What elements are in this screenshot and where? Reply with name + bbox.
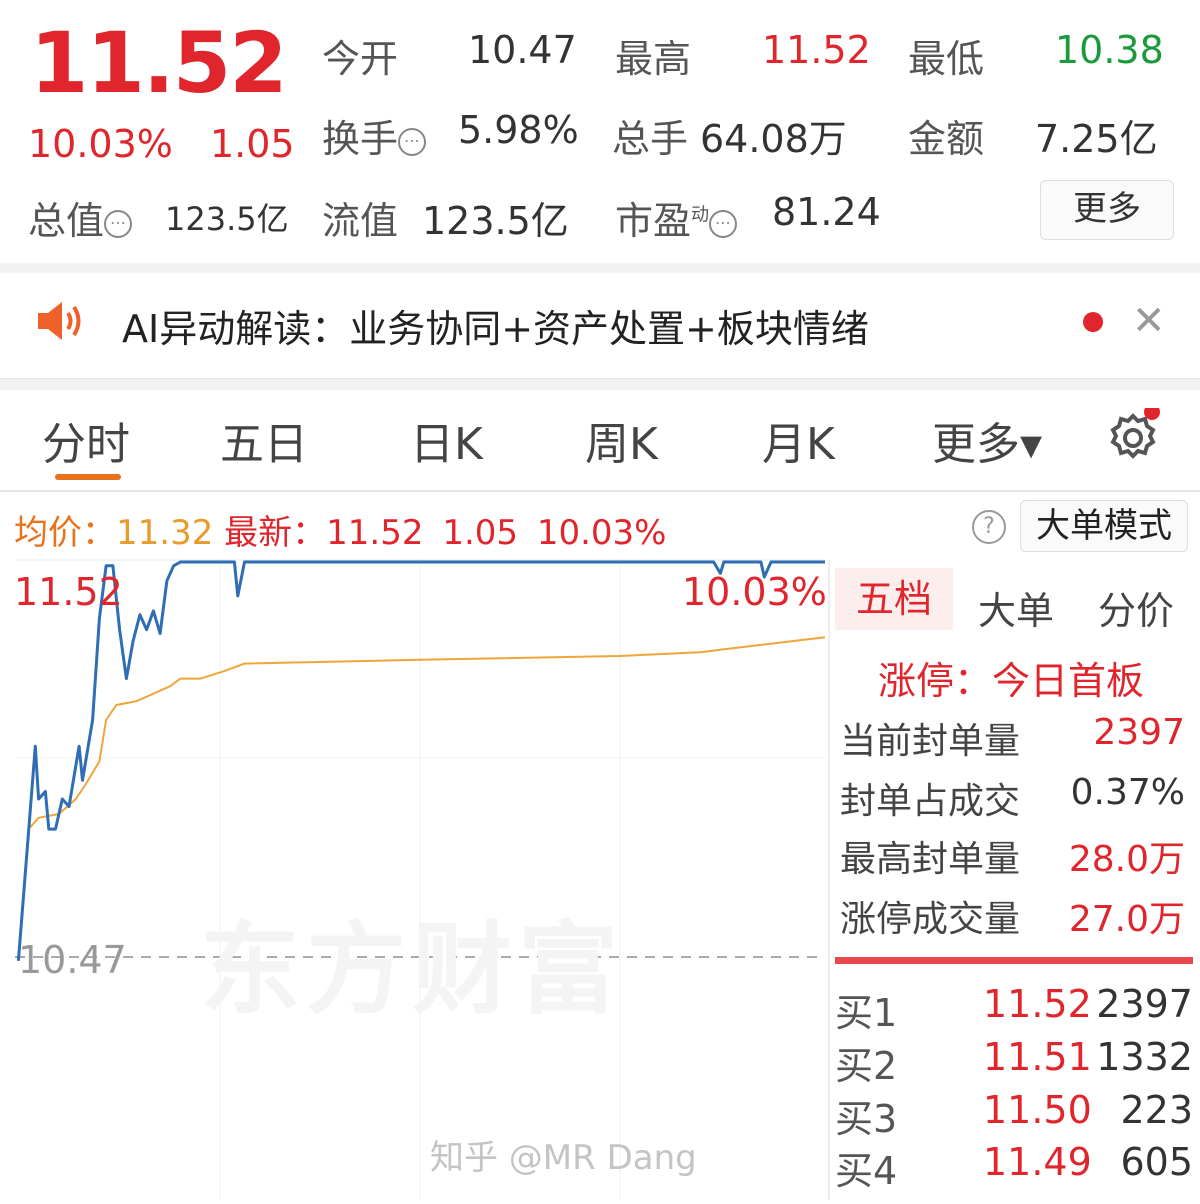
bid-qty: 1332 xyxy=(1096,1035,1193,1079)
big-order-mode-button[interactable]: 大单模式 xyxy=(1020,500,1188,552)
latest-change: 1.05 xyxy=(442,513,519,553)
mktcap-label-text: 总值 xyxy=(28,199,105,243)
chart-pct-label: 10.03% xyxy=(682,570,827,614)
avg-label: 均价： xyxy=(14,513,116,553)
tab-daily-k[interactable]: 日K xyxy=(410,419,483,470)
latest-value: 11.52 xyxy=(326,513,424,553)
high-label: 最高 xyxy=(615,37,692,81)
turnover-label: 换手 ⋯ xyxy=(322,108,427,163)
stat-row: 涨停成交量 27.0万 xyxy=(840,890,1185,942)
low-label: 最低 xyxy=(908,37,985,81)
low-value: 10.38 xyxy=(1055,28,1164,72)
limit-up-title: 涨停：今日首板 xyxy=(878,659,1145,703)
volume-label: 总手 xyxy=(612,117,689,161)
bid-qty: 605 xyxy=(1120,1140,1193,1184)
bid-row[interactable]: 买1 11.52 2397 xyxy=(835,982,1193,1037)
notification-dot xyxy=(1083,312,1103,332)
mktcap-label: 总值 ⋯ xyxy=(28,190,133,245)
bid-row[interactable]: 买4 11.49 605 xyxy=(835,1140,1193,1195)
pe-value: 81.24 xyxy=(772,190,881,234)
price-info-bar: 均价：11.32 最新：11.52 1.05 10.03% xyxy=(14,505,666,554)
tab-more[interactable]: 更多▾ xyxy=(932,419,1043,470)
float-value: 123.5亿 xyxy=(422,199,569,243)
amount-value: 7.25亿 xyxy=(1035,117,1158,161)
panel-tab-order-book[interactable]: 五档 xyxy=(835,568,953,630)
bid-label: 买1 xyxy=(835,991,898,1035)
tab-weekly-k[interactable]: 周K xyxy=(585,419,658,470)
bid-qty: 223 xyxy=(1120,1088,1193,1132)
stat-row: 封单占成交 0.37% xyxy=(840,772,1185,824)
stat-label: 涨停成交量 xyxy=(840,899,1021,940)
high-value: 11.52 xyxy=(762,28,871,72)
info-circle-icon[interactable]: ⋯ xyxy=(398,127,427,156)
turnover-label-text: 换手 xyxy=(322,117,399,161)
bid-row[interactable]: 买3 11.50 223 xyxy=(835,1088,1193,1143)
change-pct: 10.03% xyxy=(28,122,173,166)
question-circle-icon[interactable]: ? xyxy=(972,510,1006,544)
gear-icon[interactable] xyxy=(1106,404,1162,464)
info-circle-icon[interactable]: ⋯ xyxy=(104,209,133,238)
divider xyxy=(0,490,1200,492)
amount-label: 金额 xyxy=(908,117,985,161)
last-price: 11.52 xyxy=(30,14,288,112)
tab-monthly-k[interactable]: 月K xyxy=(762,419,835,470)
open-label: 今开 xyxy=(322,37,399,81)
bid-label: 买3 xyxy=(835,1097,898,1141)
close-icon[interactable]: ✕ xyxy=(1132,298,1166,344)
bid-price: 11.50 xyxy=(983,1088,1092,1132)
bid-price: 11.51 xyxy=(983,1035,1092,1079)
stat-value: 0.37% xyxy=(1070,772,1185,813)
tab-five-day[interactable]: 五日 xyxy=(220,419,308,470)
chart-watermark: 东方财富 xyxy=(200,911,624,1028)
latest-label: 最新： xyxy=(224,513,327,553)
bid-qty: 2397 xyxy=(1096,982,1193,1026)
stat-label: 封单占成交 xyxy=(840,781,1021,822)
tab-intraday[interactable]: 分时 xyxy=(42,419,130,470)
open-value: 10.47 xyxy=(468,28,577,72)
more-button[interactable]: 更多 xyxy=(1040,180,1174,240)
volume-value: 64.08万 xyxy=(700,117,847,161)
stat-row: 最高封单量 28.0万 xyxy=(840,830,1185,882)
bid-price: 11.49 xyxy=(983,1140,1092,1184)
divider xyxy=(0,263,1200,273)
intraday-chart-svg xyxy=(15,558,826,1200)
chart-base-label: 10.47 xyxy=(18,938,127,982)
pe-label: 市盈动 ⋯ xyxy=(615,190,738,245)
stat-value: 27.0万 xyxy=(1068,899,1185,940)
change-amount: 1.05 xyxy=(210,122,295,166)
mktcap-value: 123.5亿 xyxy=(165,200,289,238)
stat-row: 当前封单量 2397 xyxy=(840,712,1185,764)
panel-tab-price-dist[interactable]: 分价 xyxy=(1098,589,1175,633)
float-label: 流值 xyxy=(322,199,399,243)
info-circle-icon[interactable]: ⋯ xyxy=(709,209,738,238)
price-line xyxy=(16,560,825,961)
ai-banner-text[interactable]: AI异动解读：业务协同+资产处置+板块情绪 xyxy=(122,307,869,351)
divider xyxy=(0,378,1200,390)
stat-value: 2397 xyxy=(1093,712,1185,753)
pe-sup: 动 xyxy=(691,204,710,226)
bid-row[interactable]: 买2 11.51 1332 xyxy=(835,1035,1193,1090)
avg-value: 11.32 xyxy=(116,513,214,553)
turnover-value: 5.98% xyxy=(458,108,579,152)
stat-label: 最高封单量 xyxy=(840,839,1021,880)
bid-label: 买2 xyxy=(835,1044,898,1088)
latest-change-pct: 10.03% xyxy=(536,513,667,553)
intraday-chart[interactable]: 东方财富 11.52 10.03% 10.47 知乎 @MR Dang xyxy=(0,558,830,1200)
chart-high-label: 11.52 xyxy=(14,570,123,614)
divider xyxy=(828,560,830,1200)
speaker-icon xyxy=(36,300,86,342)
pe-label-text: 市盈 xyxy=(615,199,692,243)
watermark: 知乎 @MR Dang xyxy=(430,1138,697,1178)
bid-label: 买4 xyxy=(835,1149,898,1193)
stat-label: 当前封单量 xyxy=(840,721,1021,762)
panel-tab-big-orders[interactable]: 大单 xyxy=(978,589,1055,633)
bid-ask-divider xyxy=(835,957,1193,964)
average-price-line xyxy=(17,636,826,961)
active-tab-indicator xyxy=(55,474,121,480)
bid-price: 11.52 xyxy=(983,982,1092,1026)
stat-value: 28.0万 xyxy=(1068,839,1185,880)
